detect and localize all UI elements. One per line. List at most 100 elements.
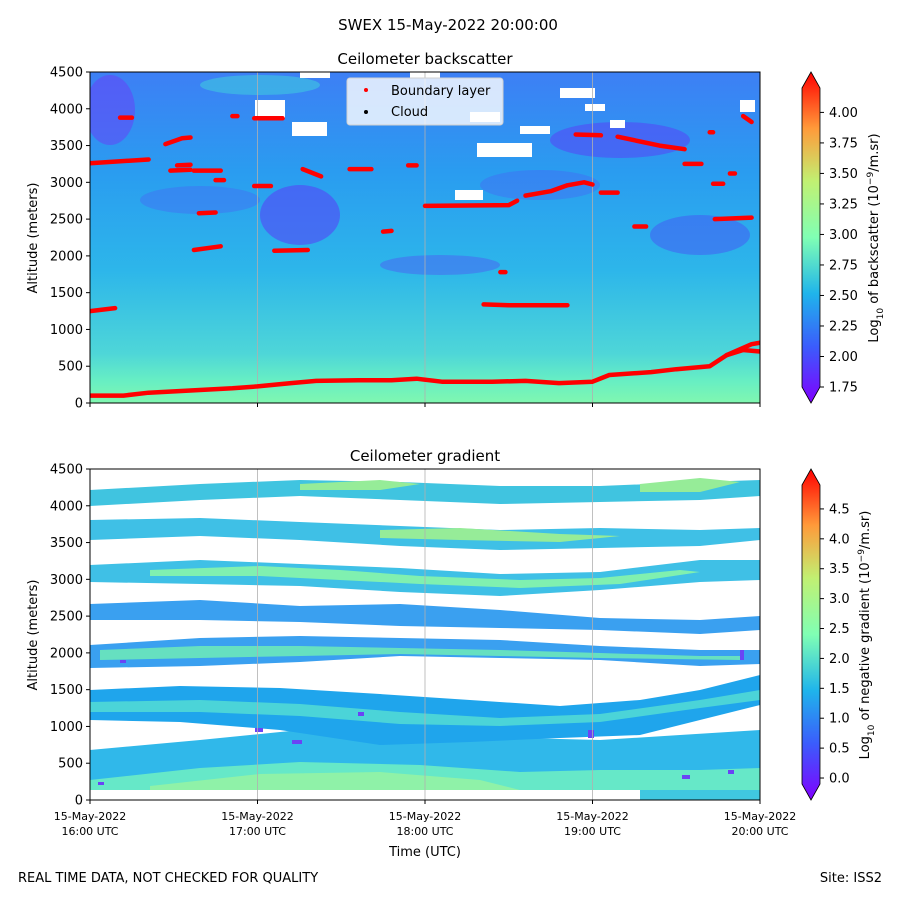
x-tick-label-date: 15-May-2022 xyxy=(556,810,628,823)
backscatter-y-axis: 0 500 1000 1500 2000 2500 3000 3500 4000 4500 xyxy=(50,66,90,412)
colorbar-tick-label: 2.75 xyxy=(829,258,858,273)
colorbar-tick-label: 0.5 xyxy=(829,742,850,757)
x-tick-label-date: 15-May-2022 xyxy=(221,810,293,823)
boundary-layer-segment xyxy=(196,210,218,216)
gradient-colorbar-bar xyxy=(801,468,821,801)
gradient-y-axis: 0 500 1000 1500 2000 2500 3000 3500 4000 4500 xyxy=(50,463,90,809)
colorbar-tick-label: 4.00 xyxy=(829,106,858,121)
backscatter-low-patch xyxy=(260,185,340,245)
gradient-x-axis: 15-May-2022 16:00 UTC 15-May-2022 17:00 … xyxy=(54,800,796,838)
y-tick-label: 4500 xyxy=(50,66,83,81)
gradient-layer xyxy=(300,478,740,492)
y-tick-label: 1500 xyxy=(50,286,83,301)
y-tick-label: 500 xyxy=(58,360,83,375)
x-tick-label-date: 15-May-2022 xyxy=(54,810,126,823)
boundary-layer-segment xyxy=(300,166,324,179)
backscatter-low-patch xyxy=(380,255,500,275)
gradient-layer xyxy=(150,772,520,790)
y-tick-label: 3500 xyxy=(50,536,83,551)
boundary-layer-segment xyxy=(712,215,754,222)
colorbar-tick-label: 4.5 xyxy=(829,502,850,517)
boundary-layer-segment xyxy=(168,167,193,173)
gradient-layer xyxy=(640,790,760,800)
boundary-layer-segment xyxy=(90,157,151,166)
legend-boundary-layer-label: Boundary layer xyxy=(391,84,491,99)
gradient-y-label: Altitude (meters) xyxy=(26,580,41,691)
colorbar-tick-label: 2.50 xyxy=(829,289,858,304)
backscatter-low-patch xyxy=(550,122,690,158)
backscatter-colorbar-label: Log10 of backscatter (10−9/m.sr) xyxy=(866,133,886,342)
quality-disclaimer: REAL TIME DATA, NOT CHECKED FOR QUALITY xyxy=(18,871,318,886)
boundary-layer-segment xyxy=(615,134,687,152)
colorbar-tick-label: 3.50 xyxy=(829,167,858,182)
figure-title: SWEX 15-May-2022 20:00:00 xyxy=(338,16,558,34)
boundary-layer-segment xyxy=(724,340,760,358)
backscatter-x-ticks xyxy=(89,403,761,407)
backscatter-low-patch xyxy=(650,215,750,255)
y-tick-label: 500 xyxy=(58,757,83,772)
gradient-layer xyxy=(90,790,515,800)
y-tick-label: 3500 xyxy=(50,139,83,154)
boundary-layer-segment xyxy=(90,347,760,398)
y-tick-label: 2500 xyxy=(50,213,83,228)
gradient-layer xyxy=(380,528,620,542)
colorbar-tick-label: 3.25 xyxy=(829,197,858,212)
site-label: Site: ISS2 xyxy=(820,871,882,886)
colorbar-tick-label: 3.75 xyxy=(829,136,858,151)
y-tick-label: 1000 xyxy=(50,720,83,735)
boundary-layer-segment xyxy=(380,228,394,234)
x-tick-label-time: 19:00 UTC xyxy=(564,825,621,838)
colorbar-tick-label: 1.0 xyxy=(829,712,850,727)
boundary-layer-segment xyxy=(740,113,754,125)
x-axis-label: Time (UTC) xyxy=(388,845,461,860)
legend-cloud-label: Cloud xyxy=(391,105,428,120)
y-tick-label: 0 xyxy=(75,397,83,412)
backscatter-colorbar-ticks: 1.75 2.00 2.25 2.50 2.75 3.00 3.25 3.50 3.75 4.00 xyxy=(820,106,858,396)
boundary-layer-segment xyxy=(90,305,118,314)
y-tick-label: 2000 xyxy=(50,646,83,661)
backscatter-title: Ceilometer backscatter xyxy=(337,50,513,68)
gradient-panel: Ceilometer gradient xyxy=(26,447,877,860)
colorbar-tick-label: 3.00 xyxy=(829,228,858,243)
colorbar-tick-label: 0.0 xyxy=(829,772,850,787)
boundary-layer-segment xyxy=(272,247,311,253)
boundary-layer-segment xyxy=(191,244,223,253)
y-tick-label: 4000 xyxy=(50,499,83,514)
y-tick-label: 0 xyxy=(75,794,83,809)
legend-cloud-marker xyxy=(364,110,368,114)
backscatter-high-patch xyxy=(200,75,320,95)
colorbar-tick-label: 1.5 xyxy=(829,682,850,697)
colorbar-tick-label: 2.0 xyxy=(829,652,850,667)
backscatter-colorbar: 1.75 2.00 2.25 2.50 2.75 3.00 3.25 3.50 3.75 4.00… xyxy=(801,71,886,404)
backscatter-panel: Ceilometer backscatter xyxy=(26,50,886,412)
gradient-layer xyxy=(100,646,740,660)
legend-box xyxy=(346,77,504,126)
gradient-colorbar-label: Log10 of negative gradient (10−9/m.sr) xyxy=(857,511,877,760)
x-tick-label-time: 16:00 UTC xyxy=(61,825,118,838)
legend: Boundary layer Cloud xyxy=(346,77,504,126)
gradient-x-ticks xyxy=(89,800,761,804)
y-tick-label: 2500 xyxy=(50,610,83,625)
backscatter-colorbar-bar xyxy=(801,71,821,404)
gradient-title: Ceilometer gradient xyxy=(350,447,500,465)
legend-boundary-layer-marker xyxy=(364,88,368,92)
colorbar-tick-label: 2.5 xyxy=(829,622,850,637)
backscatter-y-label: Altitude (meters) xyxy=(26,183,41,294)
boundary-layer-segment xyxy=(163,135,193,147)
y-tick-label: 2000 xyxy=(50,249,83,264)
colorbar-tick-label: 3.0 xyxy=(829,592,850,607)
gradient-colorbar-ticks: 0.0 0.5 1.0 1.5 2.0 2.5 3.0 3.5 4.0 4.5 xyxy=(820,502,850,787)
y-tick-label: 4500 xyxy=(50,463,83,478)
backscatter-low-patch xyxy=(480,170,600,200)
y-tick-label: 3000 xyxy=(50,573,83,588)
gradient-gridlines xyxy=(257,469,593,800)
x-tick-label-date: 15-May-2022 xyxy=(724,810,796,823)
boundary-layer-segment xyxy=(422,198,520,209)
boundary-layer-series xyxy=(90,113,760,398)
backscatter-low-patch xyxy=(90,75,135,145)
colorbar-tick-label: 1.75 xyxy=(829,381,858,396)
boundary-layer-segment xyxy=(174,162,193,168)
y-tick-label: 1500 xyxy=(50,683,83,698)
colorbar-tick-label: 3.5 xyxy=(829,562,850,577)
